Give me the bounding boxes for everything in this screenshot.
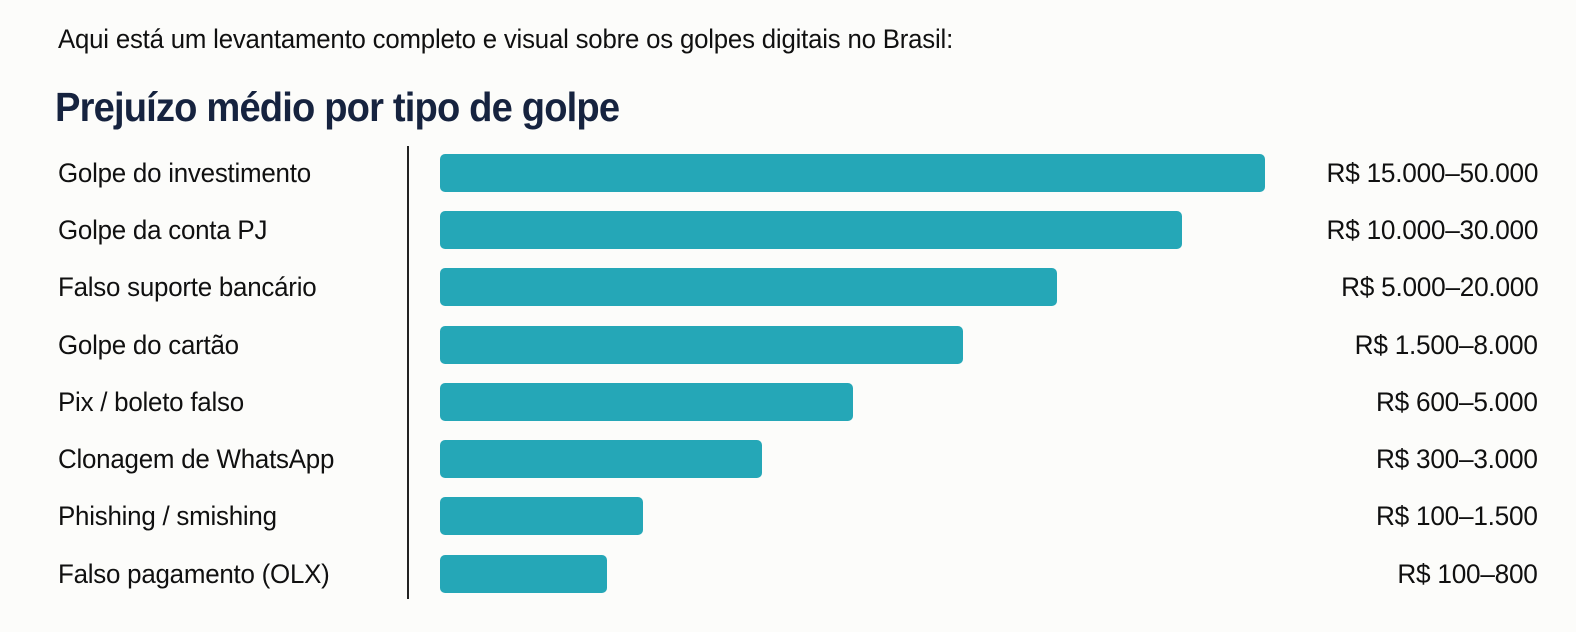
bar-row-value: R$ 1.500–8.000 [1354, 329, 1538, 360]
bar-chart: Golpe do investimento R$ 15.000–50.000 Gol… [0, 144, 1576, 604]
bar-row-label: Falso pagamento (OLX) [58, 558, 330, 589]
bar-row: Golpe do investimento R$ 15.000–50.000 [0, 144, 1576, 201]
bar [440, 554, 607, 593]
bar-rows: Golpe do investimento R$ 15.000–50.000 Gol… [0, 144, 1576, 602]
bar [440, 497, 643, 536]
bar-row: Falso suporte bancário R$ 5.000–20.000 [0, 259, 1576, 316]
bar-row: Golpe do cartão R$ 1.500–8.000 [0, 316, 1576, 373]
bar-row-value: R$ 600–5.000 [1376, 386, 1538, 417]
bar-row-label: Golpe do cartão [58, 329, 239, 360]
bar-row-value: R$ 15.000–50.000 [1326, 157, 1538, 188]
bar-row-value: R$ 10.000–30.000 [1326, 214, 1538, 245]
bar-track [440, 430, 1540, 487]
bar-row-label: Golpe do investimento [58, 157, 311, 188]
bar [440, 268, 1057, 307]
y-axis-line [407, 146, 409, 599]
intro-text: Aqui está um levantamento completo e vis… [58, 24, 954, 54]
bar-track [440, 545, 1540, 602]
bar-track [440, 259, 1540, 316]
bar-row-value: R$ 300–3.000 [1376, 444, 1538, 475]
bar-row: Golpe da conta PJ R$ 10.000–30.000 [0, 201, 1576, 258]
bar [440, 153, 1265, 192]
bar-row-label: Golpe da conta PJ [58, 214, 268, 245]
bar-track [440, 316, 1540, 373]
bar-row: Clonagem de WhatsApp R$ 300–3.000 [0, 430, 1576, 487]
bar [440, 325, 963, 364]
bar-row-label: Pix / boleto falso [58, 386, 244, 417]
bar [440, 210, 1182, 249]
bar-row: Falso pagamento (OLX) R$ 100–800 [0, 545, 1576, 602]
bar-row: Pix / boleto falso R$ 600–5.000 [0, 373, 1576, 430]
bar-track [440, 201, 1540, 258]
bar-row-value: R$ 100–800 [1397, 558, 1539, 589]
bar-track [440, 373, 1540, 430]
bar [440, 382, 853, 421]
bar-row: Phishing / smishing R$ 100–1.500 [0, 488, 1576, 545]
bar-track [440, 488, 1540, 545]
chart-title: Prejuízo médio por tipo de golpe [55, 84, 620, 130]
bar [440, 440, 762, 479]
bar-row-value: R$ 5.000–20.000 [1340, 272, 1539, 303]
bar-row-label: Falso suporte bancário [58, 272, 317, 303]
bar-row-value: R$ 100–1.500 [1376, 501, 1538, 532]
bar-row-label: Phishing / smishing [58, 501, 277, 532]
bar-track [440, 144, 1540, 201]
bar-row-label: Clonagem de WhatsApp [58, 444, 335, 475]
